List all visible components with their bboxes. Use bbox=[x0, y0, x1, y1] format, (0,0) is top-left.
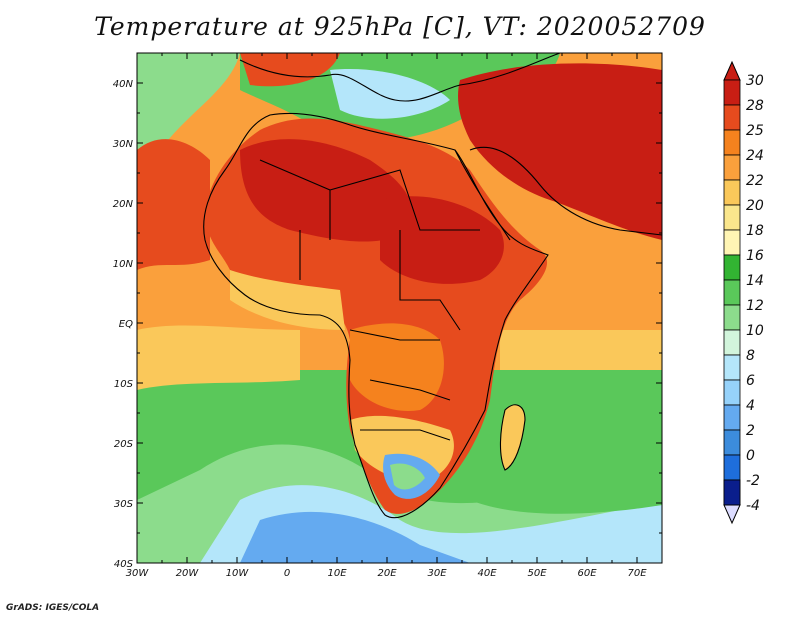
field-sahara-hot bbox=[240, 139, 413, 242]
field-kalahari-2 bbox=[390, 463, 425, 490]
lat-tick-label: 40S bbox=[114, 559, 134, 570]
colorbar-label: 10 bbox=[746, 323, 764, 339]
europe-coast bbox=[239, 53, 561, 102]
field-atlantic-tropical bbox=[137, 325, 300, 390]
colorbar-label: 14 bbox=[746, 273, 764, 289]
field-south-coldest bbox=[240, 511, 470, 563]
field-med-cool bbox=[330, 69, 450, 119]
lon-tick-label: 30W bbox=[126, 568, 150, 579]
colorbar-swatch bbox=[723, 479, 741, 506]
lon-labels: 30W 20W 10W 0 10E 20E 30E 40E 50E 60E 70… bbox=[126, 568, 648, 579]
lon-tick-label: 20E bbox=[377, 568, 397, 579]
lat-tick-label: 10N bbox=[113, 259, 134, 270]
lat-tick-label: 40N bbox=[113, 79, 134, 90]
field-sahel-hot bbox=[380, 196, 504, 284]
field-south-indian bbox=[470, 430, 662, 514]
colorbar-label: 6 bbox=[746, 373, 755, 389]
map-frame bbox=[136, 52, 663, 564]
colorbar-swatch bbox=[723, 279, 741, 306]
lon-tick-label: 50E bbox=[527, 568, 547, 579]
colorbar-swatch bbox=[723, 404, 741, 431]
colorbar-label: 30 bbox=[746, 73, 764, 89]
coastlines bbox=[203, 53, 662, 519]
colorbar-label: 2 bbox=[746, 423, 755, 439]
border-2 bbox=[349, 329, 451, 441]
lat-tick-label: 30S bbox=[114, 499, 134, 510]
colorbar-swatch bbox=[723, 379, 741, 406]
field-europe-warm bbox=[240, 53, 340, 87]
colorbar-label: 18 bbox=[746, 223, 764, 239]
colorbar-label: 4 bbox=[746, 398, 755, 414]
lat-tick-label: 20N bbox=[113, 199, 134, 210]
colorbar-swatch bbox=[723, 179, 741, 206]
colorbar-label: -2 bbox=[746, 473, 760, 489]
lon-tick-label: 20W bbox=[176, 568, 200, 579]
lon-tick-label: 0 bbox=[284, 568, 290, 579]
lon-tick-label: 30E bbox=[427, 568, 447, 579]
field-madagascar bbox=[500, 404, 525, 470]
colorbar-swatch bbox=[723, 454, 741, 481]
arabia-coast bbox=[469, 146, 662, 236]
lat-labels: 40N 30N 20N 10N EQ 10S 20S 30S 40S bbox=[113, 79, 134, 570]
lon-tick-label: 60E bbox=[577, 568, 597, 579]
axis-ticks bbox=[136, 53, 663, 564]
lon-tick-label: 70E bbox=[627, 568, 647, 579]
colorbar-swatch bbox=[723, 129, 741, 156]
lon-tick-label: 10W bbox=[226, 568, 250, 579]
colorbar-tip-top bbox=[723, 60, 741, 81]
colorbar-swatch bbox=[723, 204, 741, 231]
temperature-field bbox=[137, 53, 662, 563]
colorbar-swatch bbox=[723, 354, 741, 381]
credit-label: GrADS: IGES/COLA bbox=[6, 603, 100, 613]
colorbar-swatch bbox=[723, 304, 741, 331]
lat-tick-label: EQ bbox=[119, 319, 133, 330]
colorbar-label: 22 bbox=[746, 173, 764, 189]
colorbar-label: 24 bbox=[746, 148, 764, 164]
field-arabia-hot bbox=[458, 63, 662, 240]
colorbar-swatch bbox=[723, 229, 741, 256]
chart-title: Temperature at 925hPa [C], VT: 202005270… bbox=[94, 12, 706, 41]
colorbar-swatch bbox=[723, 79, 741, 106]
field-north-atlantic bbox=[137, 53, 240, 210]
colorbar-label: 12 bbox=[746, 298, 764, 314]
border-1 bbox=[259, 159, 480, 331]
colorbar-label: 8 bbox=[746, 348, 755, 364]
colorbar-label: 16 bbox=[746, 248, 764, 264]
colorbar-swatch bbox=[723, 254, 741, 281]
colorbar-tip-bottom bbox=[723, 504, 741, 525]
colorbar-label: 20 bbox=[746, 198, 764, 214]
africa-coast bbox=[203, 112, 549, 519]
lat-tick-label: 20S bbox=[114, 439, 134, 450]
colorbar-label: -4 bbox=[746, 498, 760, 514]
colorbar-swatch bbox=[723, 329, 741, 356]
field-congo bbox=[350, 323, 444, 411]
lon-tick-label: 40E bbox=[477, 568, 497, 579]
red-sea bbox=[454, 149, 511, 241]
lon-tick-label: 10E bbox=[327, 568, 347, 579]
lat-tick-label: 30N bbox=[113, 139, 134, 150]
colorbar-swatch bbox=[723, 154, 741, 181]
colorbar-swatch bbox=[723, 104, 741, 131]
lat-tick-label: 10S bbox=[114, 379, 134, 390]
field-north-atlantic-warm bbox=[137, 139, 210, 270]
colorbar-label: 25 bbox=[746, 123, 764, 139]
madagascar-coast bbox=[499, 404, 526, 471]
colorbar-label: 28 bbox=[746, 98, 764, 114]
colorbar-swatch bbox=[723, 429, 741, 456]
colorbar-label: 0 bbox=[746, 448, 755, 464]
